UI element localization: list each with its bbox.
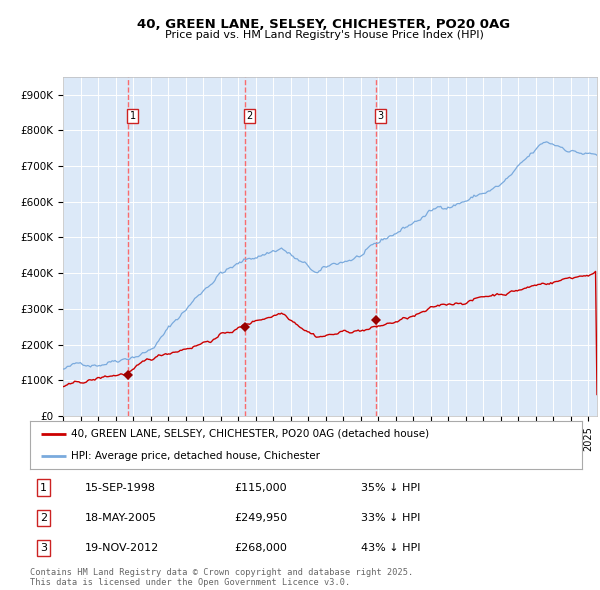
Text: Price paid vs. HM Land Registry's House Price Index (HPI): Price paid vs. HM Land Registry's House …: [164, 30, 484, 40]
Text: Contains HM Land Registry data © Crown copyright and database right 2025.
This d: Contains HM Land Registry data © Crown c…: [30, 568, 413, 587]
Text: 19-NOV-2012: 19-NOV-2012: [85, 543, 160, 553]
Text: £268,000: £268,000: [234, 543, 287, 553]
Text: 40, GREEN LANE, SELSEY, CHICHESTER, PO20 0AG (detached house): 40, GREEN LANE, SELSEY, CHICHESTER, PO20…: [71, 429, 430, 439]
Text: 33% ↓ HPI: 33% ↓ HPI: [361, 513, 421, 523]
Text: HPI: Average price, detached house, Chichester: HPI: Average price, detached house, Chic…: [71, 451, 320, 461]
Text: 1: 1: [40, 483, 47, 493]
Text: 18-MAY-2005: 18-MAY-2005: [85, 513, 157, 523]
Text: 43% ↓ HPI: 43% ↓ HPI: [361, 543, 421, 553]
Text: 40, GREEN LANE, SELSEY, CHICHESTER, PO20 0AG: 40, GREEN LANE, SELSEY, CHICHESTER, PO20…: [137, 18, 511, 31]
Text: 15-SEP-1998: 15-SEP-1998: [85, 483, 156, 493]
Text: £115,000: £115,000: [234, 483, 287, 493]
Text: 3: 3: [378, 111, 384, 121]
Text: 1: 1: [130, 111, 136, 121]
Text: 2: 2: [247, 111, 253, 121]
Text: 3: 3: [40, 543, 47, 553]
Text: £249,950: £249,950: [234, 513, 287, 523]
Text: 35% ↓ HPI: 35% ↓ HPI: [361, 483, 421, 493]
Text: 2: 2: [40, 513, 47, 523]
